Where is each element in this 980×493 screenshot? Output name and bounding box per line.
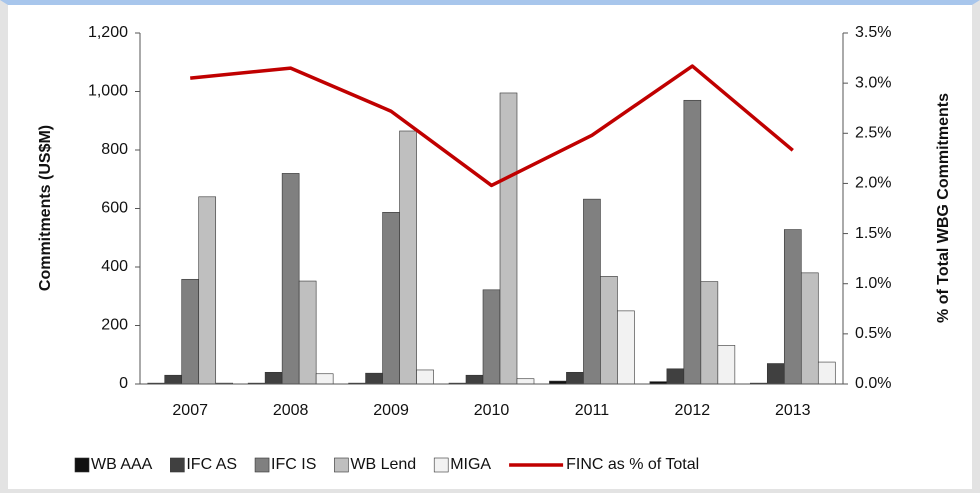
legend-swatch: [254, 457, 270, 473]
y-tick-label: 1,000: [88, 83, 128, 100]
bar: [600, 276, 618, 385]
bar: [700, 281, 719, 385]
bar: [516, 378, 535, 385]
bar: [683, 99, 702, 385]
bar: [399, 130, 417, 385]
x-tick-label: 2009: [373, 402, 409, 419]
y2-tick-label: 0.0%: [855, 375, 891, 392]
bar: [566, 371, 584, 385]
bar: [800, 272, 819, 385]
y2-tick-label: 2.5%: [855, 125, 891, 142]
legend-label: MIGA: [450, 456, 491, 473]
x-tick-label: 2013: [775, 402, 811, 419]
bar: [315, 373, 334, 385]
y-tick-label: 600: [101, 200, 128, 217]
legend-swatch: [433, 457, 449, 473]
legend-label: IFC IS: [271, 456, 316, 473]
x-tick-label: 2007: [172, 402, 208, 419]
bar: [766, 363, 785, 385]
y-axis-title: Commitments (US$M): [37, 125, 54, 291]
legend-swatch: [74, 457, 90, 473]
y-tick-label: 0: [119, 375, 128, 392]
y-tick-label: 800: [101, 141, 128, 158]
bar: [666, 368, 685, 385]
bar: [416, 369, 434, 385]
bar: [198, 196, 217, 385]
legend-swatch: [334, 457, 349, 473]
bar: [298, 280, 317, 385]
legend-label: IFC AS: [186, 456, 237, 473]
y-tick-label: 400: [101, 258, 128, 275]
bar: [164, 374, 183, 385]
bar: [365, 372, 383, 385]
bar: [783, 229, 802, 385]
bar: [817, 361, 836, 385]
y-tick-label: 1,200: [88, 24, 128, 41]
x-tick-label: 2012: [675, 402, 711, 419]
bar: [482, 289, 501, 385]
bar: [281, 173, 300, 385]
bar: [465, 374, 484, 385]
x-tick-label: 2011: [575, 402, 610, 419]
y2-axis-title: % of Total WBG Commitments: [935, 93, 952, 323]
legend-label: FINC as % of Total: [566, 456, 699, 473]
bar: [499, 92, 518, 385]
y2-tick-label: 3.5%: [855, 24, 891, 41]
bar: [181, 278, 200, 385]
line: [190, 64, 794, 188]
bar: [264, 371, 283, 385]
y2-tick-label: 3.0%: [855, 74, 891, 91]
legend-label: WB AAA: [91, 456, 153, 473]
x-tick-label: 2010: [474, 402, 510, 419]
y2-tick-label: 2.0%: [855, 175, 891, 192]
bar: [583, 198, 601, 385]
y2-tick-label: 0.5%: [855, 325, 891, 342]
bar: [717, 345, 736, 385]
legend-swatch: [170, 457, 185, 473]
legend-label: WB Lend: [350, 456, 416, 473]
bar: [617, 310, 635, 385]
y-tick-label: 200: [101, 317, 128, 334]
y2-tick-label: 1.5%: [855, 225, 891, 242]
x-tick-label: 2008: [273, 402, 309, 419]
bar: [382, 212, 400, 385]
y2-tick-label: 1.0%: [855, 275, 891, 292]
